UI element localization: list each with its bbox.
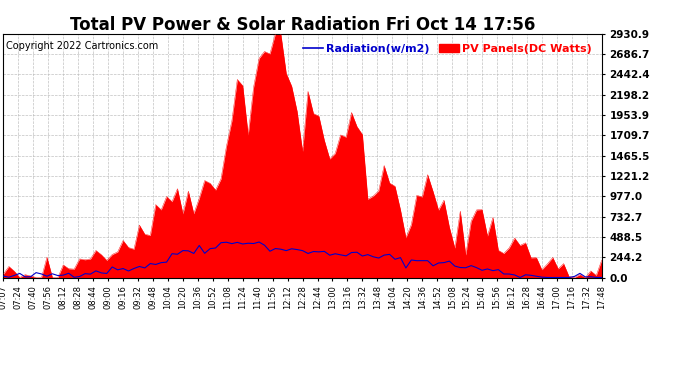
Text: Copyright 2022 Cartronics.com: Copyright 2022 Cartronics.com [6,41,159,51]
Legend: Radiation(w/m2), PV Panels(DC Watts): Radiation(w/m2), PV Panels(DC Watts) [299,39,596,58]
Title: Total PV Power & Solar Radiation Fri Oct 14 17:56: Total PV Power & Solar Radiation Fri Oct… [70,16,535,34]
